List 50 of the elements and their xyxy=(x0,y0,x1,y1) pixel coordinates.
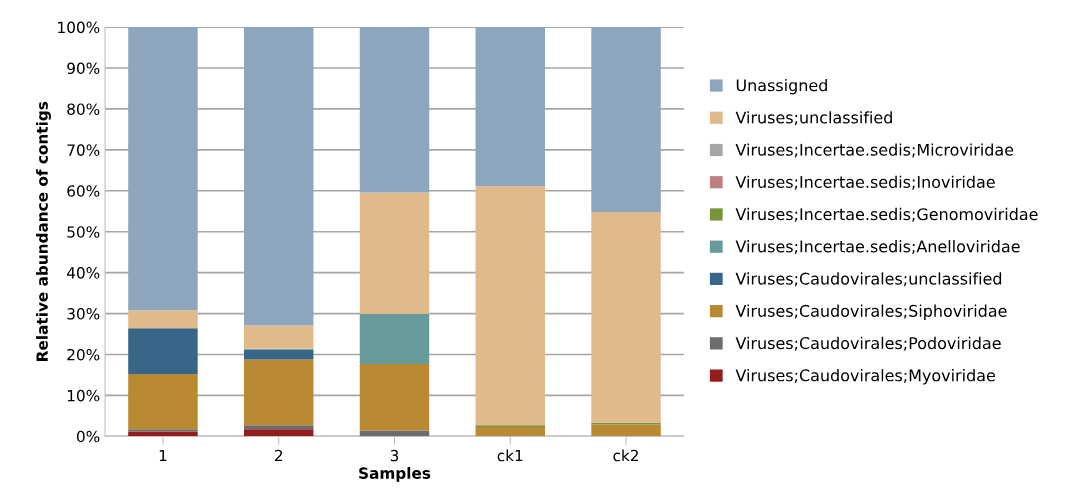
legend-label: Viruses;Incertae.sedis;Genomoviridae xyxy=(735,207,1038,222)
bar xyxy=(128,27,198,311)
bar xyxy=(243,349,314,360)
legend-label: Viruses;Incertae.sedis;Anelloviridae xyxy=(735,240,1020,255)
bar xyxy=(475,27,545,187)
bar xyxy=(128,374,198,430)
y-tick-label: 20% xyxy=(67,348,100,361)
bar xyxy=(243,425,314,430)
y-tick-label: 100% xyxy=(58,21,100,34)
legend-label: Viruses;Incertae.sedis;Inoviridae xyxy=(735,175,995,190)
legend-label: Viruses;unclassified xyxy=(735,111,892,126)
y-tick-label: 90% xyxy=(67,62,100,75)
y-tick-label: 60% xyxy=(67,185,100,197)
legend-label: Viruses;Caudovirales;unclassified xyxy=(735,272,1002,287)
bar xyxy=(359,27,430,193)
y-tick-label: 30% xyxy=(67,308,100,320)
bar xyxy=(591,424,661,437)
y-tick-label: 10% xyxy=(67,389,100,402)
x-tick-label: 2 xyxy=(274,449,283,462)
bar xyxy=(359,313,430,364)
x-tick-label: ck2 xyxy=(613,449,638,462)
bar xyxy=(591,212,661,423)
bar xyxy=(243,27,314,326)
bar xyxy=(128,429,198,432)
legend-label: Unassigned xyxy=(736,78,827,95)
x-tick-label: 1 xyxy=(159,449,167,462)
x-tick-label: ck1 xyxy=(497,449,523,462)
legend-label: Viruses;Incertae.sedis;Microviridae xyxy=(735,143,1014,158)
y-tick-label: 70% xyxy=(67,144,100,156)
bar xyxy=(591,27,661,213)
y-tick-label: 40% xyxy=(66,267,100,279)
legend-label: Viruses;Caudovirales;Podoviridae xyxy=(735,336,1001,351)
bar xyxy=(359,363,430,431)
legend-label: Viruses;Caudovirales;Myoviridae xyxy=(735,369,995,385)
bar xyxy=(243,359,314,426)
bar xyxy=(128,431,198,437)
y-tick-label: 0% xyxy=(76,430,100,443)
bar xyxy=(128,328,198,375)
x-tick-label: 3 xyxy=(390,449,399,462)
y-axis-title: Relative abundance of contigs xyxy=(36,101,51,361)
y-tick-label: 50% xyxy=(67,226,100,238)
bar xyxy=(475,426,545,437)
legend-label: Viruses;Caudovirales;Siphoviridae xyxy=(735,304,1007,321)
bar xyxy=(243,325,314,349)
bar xyxy=(475,186,545,426)
y-tick-label: 80% xyxy=(67,103,100,115)
bar xyxy=(128,310,198,329)
x-axis-title: Samples xyxy=(359,467,431,482)
bar xyxy=(243,429,314,437)
bar xyxy=(359,192,430,314)
